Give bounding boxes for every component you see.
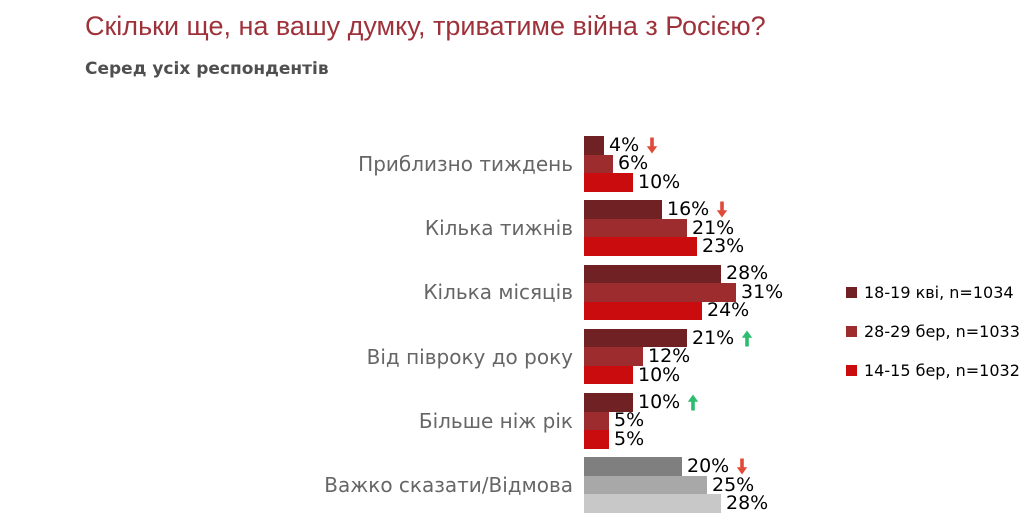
bar [584, 301, 702, 321]
bar-value-label: 25% [712, 473, 755, 496]
legend-label: 28-29 бер, n=1033 [864, 322, 1020, 341]
bar-row: 24% [584, 299, 783, 322]
trend-down-icon [736, 458, 748, 475]
bar-value-label: 31% [741, 280, 784, 303]
legend-label: 18-19 кві, n=1034 [864, 283, 1014, 302]
legend: 18-19 кві, n=1034 28-29 бер, n=1033 14-15 … [846, 283, 1020, 380]
bar [584, 136, 604, 155]
page-title: Скільки ще, на вашу думку, триватиме вій… [85, 11, 766, 41]
category-label: Кілька тижнів [424, 216, 573, 241]
bar-row: 12% [584, 347, 753, 366]
legend-swatch [846, 287, 857, 298]
bar-row: 31% [584, 280, 784, 303]
bar-value-label: 20% [687, 455, 730, 478]
bar-row: 20% [584, 457, 768, 476]
bar-row: 6% [584, 152, 680, 175]
category-label: Від півроку до року [366, 344, 573, 369]
category-bars: 28% 31% 24% [584, 262, 784, 322]
bar [584, 328, 687, 348]
bar-value-label: 10% [638, 363, 681, 386]
bar-value-label: 6% [618, 152, 649, 175]
bar-row: 21% [584, 326, 753, 349]
chart-category-group: Важко сказати/Відмова 20% 25% 28% [0, 457, 783, 513]
bar [584, 218, 687, 238]
bar-value-label: 16% [667, 198, 710, 221]
category-label: Кілька місяців [423, 280, 573, 305]
bar-value-label: 21% [692, 216, 735, 239]
bar-value-label: 12% [648, 345, 691, 368]
bar-row: 23% [584, 237, 744, 256]
bar [584, 347, 643, 366]
trend-down-icon [716, 201, 728, 218]
legend-item: 18-19 кві, n=1034 [846, 283, 1020, 302]
bar-row: 5% [584, 427, 699, 450]
bar [584, 154, 613, 173]
bar-chart: Приблизно тиждень 4% 6% 10% Кілька тижнів 16%… [0, 133, 784, 521]
bar-row: 16% [584, 200, 744, 219]
bar-value-label: 24% [707, 299, 750, 322]
bar-value-label: 10% [638, 390, 681, 413]
legend-item: 14-15 бер, n=1032 [846, 361, 1020, 380]
chart-category-group: Від півроку до року 21% 12% 10% [0, 326, 783, 386]
bar [584, 393, 633, 412]
trend-down-icon [646, 137, 658, 154]
legend-item: 28-29 бер, n=1033 [846, 322, 1020, 341]
bar [584, 173, 633, 192]
trend-up-icon [687, 394, 699, 411]
bar [584, 494, 721, 513]
bar-row: 10% [584, 390, 699, 413]
legend-swatch [846, 326, 857, 337]
category-bars: 21% 12% 10% [584, 326, 753, 386]
bar-row: 10% [584, 363, 753, 386]
bar-value-label: 5% [614, 427, 645, 450]
bar-row: 10% [584, 170, 681, 193]
bar [584, 457, 682, 476]
category-bars: 20% 25% 28% [584, 457, 768, 513]
chart-category-group: Приблизно тиждень 4% 6% 10% [0, 133, 783, 193]
bar [584, 283, 736, 302]
bar-row: 25% [584, 473, 768, 496]
bar-row: 5% [584, 409, 699, 432]
bar [584, 237, 697, 256]
bar [584, 411, 609, 431]
bar [584, 475, 707, 495]
category-bars: 16% 21% 23% [584, 200, 744, 256]
bar-row: 28% [584, 262, 783, 285]
chart-category-group: Кілька тижнів 16% 21% 23% [0, 200, 783, 256]
bar-value-label: 28% [726, 262, 769, 285]
trend-up-icon [741, 330, 753, 347]
bar-value-label: 28% [726, 492, 769, 515]
bar-value-label: 21% [692, 326, 735, 349]
chart-category-group: Більше ніж рік 10% 5% 5% [0, 390, 783, 450]
category-label: Важко сказати/Відмова [324, 473, 573, 498]
legend-swatch [846, 365, 857, 376]
category-label: Приблизно тиждень [358, 151, 573, 176]
page-subtitle: Серед усіх респондентів [85, 59, 329, 79]
category-label: Більше ніж рік [418, 408, 573, 433]
legend-label: 14-15 бер, n=1032 [864, 361, 1020, 380]
bar [584, 365, 633, 385]
chart-category-group: Кілька місяців 28% 31% 24% [0, 262, 784, 322]
bar-row: 4% [584, 133, 680, 156]
bar-value-label: 5% [614, 409, 645, 432]
bar-value-label: 10% [638, 170, 681, 193]
bar [584, 264, 721, 284]
bar-value-label: 23% [702, 235, 745, 258]
bar-row: 21% [584, 216, 744, 239]
bar-value-label: 4% [609, 133, 640, 156]
bar [584, 430, 609, 449]
bar-row: 28% [584, 494, 768, 513]
category-bars: 10% 5% 5% [584, 390, 699, 450]
category-bars: 4% 6% 10% [584, 133, 681, 193]
bar [584, 200, 662, 219]
